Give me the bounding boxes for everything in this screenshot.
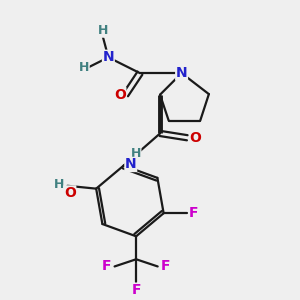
Text: O: O xyxy=(189,131,201,145)
Text: N: N xyxy=(176,66,188,80)
Text: F: F xyxy=(131,283,141,297)
Text: H: H xyxy=(130,147,141,160)
Text: F: F xyxy=(102,260,111,273)
Text: F: F xyxy=(189,206,199,220)
Text: N: N xyxy=(103,50,114,64)
Text: H: H xyxy=(54,178,64,191)
Text: H: H xyxy=(98,24,108,37)
Text: O: O xyxy=(64,186,76,200)
Text: N: N xyxy=(125,158,136,172)
Text: H: H xyxy=(79,61,89,74)
Text: F: F xyxy=(161,260,170,273)
Text: O: O xyxy=(114,88,126,102)
